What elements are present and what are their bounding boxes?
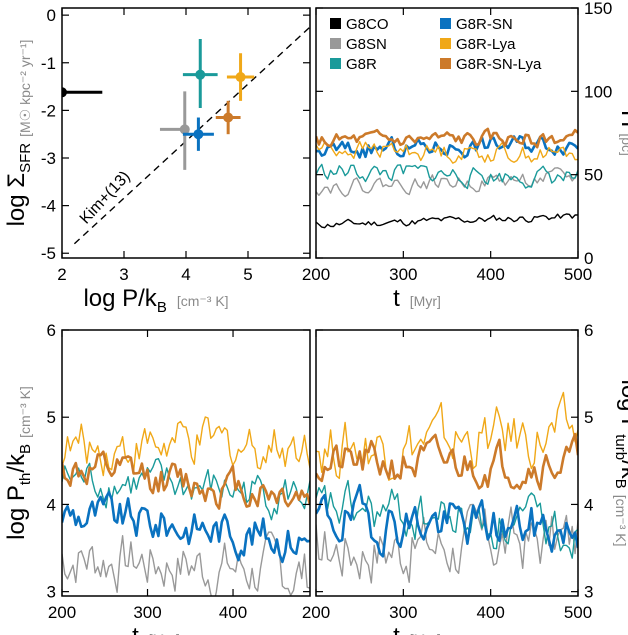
x-tick-label: 400 [476,265,504,284]
point-G8SN [159,91,190,170]
axes-frame [315,329,579,597]
x-axis-label: t[Myr] [393,285,441,312]
y-tick-label: 5 [47,408,56,427]
x-tick-label: 300 [389,603,417,622]
legend-label-G8CO: G8CO [346,16,389,33]
point-G8R-Lya [226,53,255,101]
series-line-G8R-SN-Lya [316,432,578,491]
y-tick-label: 3 [47,583,56,602]
y-tick-label: -3 [41,149,56,168]
annotation-kim13: Kim+(13) [77,168,134,227]
legend: G8CO G8SN G8R G8R-SN G8R-Lya G8R-SN-Lya [330,16,542,73]
y-tick-label: -5 [41,244,56,263]
plot-area [316,127,578,229]
series-line-G8R-SN-Lya [62,450,310,510]
series-line-G8R-Lya [316,140,578,164]
marker-G8R-SN [193,129,204,140]
point-G8R-SN [182,117,214,151]
y-tick-label: 6 [47,321,56,340]
y-tick-label: 6 [584,321,593,340]
marker-G8R [195,69,206,80]
x-axis-label: t[Myr] [132,623,180,635]
panel-bl: 200 300 400 3 4 5 6 t[Myr] log Pth/kB[cm⁻³ K] [3,321,311,635]
x-tick-label: 2 [57,265,66,284]
panel-tl: Kim+(13) 2 3 4 5 0 -1 -2 -3 -4 -5 log P/kB [cm⁻³ K] l… [3,6,311,316]
y-tick-label: 4 [47,495,56,514]
plot-area [316,391,578,584]
legend-swatch-G8R-SN [440,18,451,29]
point-G8CO [62,87,103,98]
legend-swatch-G8R-SN-Lya [440,58,451,69]
series-line-G8R-Lya [316,391,578,481]
y-tick-label: 5 [584,408,593,427]
y-tick-label: -4 [41,197,56,216]
x-tick-label: 400 [476,603,504,622]
legend-swatch-G8R [330,58,341,69]
series-line-G8R [62,458,310,521]
x-tick-label: 300 [389,265,417,284]
x-tick-label: 400 [219,603,247,622]
series-line-G8R-SN-Lya [316,127,578,149]
x-tick-label: 500 [564,265,592,284]
legend-label-G8R-SN: G8R-SN [456,16,513,33]
y-axis-label: H[pc] [616,110,628,156]
marker-G8SN [179,124,190,135]
y-tick-label: -1 [41,54,56,73]
y-tick-label: 4 [584,495,593,514]
series-line-G8R [316,163,578,190]
x-tick-label: 3 [119,265,128,284]
x-tick-label: 300 [133,603,161,622]
legend-swatch-G8R-Lya [440,38,451,49]
plot-area [62,26,310,245]
marker-G8R-Lya [235,72,246,83]
y-axis-label: log Pturb/kB[cm⁻³ K] [612,380,628,547]
axes-frame [61,329,311,597]
y-tick-label: -2 [41,101,56,120]
x-axis-label: log P/kB [cm⁻³ K] [83,285,228,316]
legend-label-G8R-SN-Lya: G8R-SN-Lya [456,56,542,73]
legend-label-G8R-Lya: G8R-Lya [456,36,516,53]
x-tick-label: 200 [48,603,76,622]
marker-G8R-SN-Lya [223,112,234,123]
y-tick-label: 3 [584,583,593,602]
legend-swatch-G8SN [330,38,341,49]
marker-G8CO [62,87,67,98]
series-line-G8SN [62,531,310,596]
y-tick-label: 50 [584,166,603,185]
x-tick-label: 5 [243,265,252,284]
series-line-G8CO [316,213,578,229]
series-line-G8R-SN [316,483,578,558]
y-tick-label: 0 [584,249,593,268]
series-line-G8SN [316,167,578,198]
x-tick-label: 200 [302,265,330,284]
series-line-G8R-Lya [62,416,310,477]
x-tick-label: 500 [564,603,592,622]
point-G8R-SN-Lya [215,100,241,135]
x-axis-label: t[Myr] [393,623,441,635]
x-tick-label: 200 [302,603,330,622]
plot-area [62,416,310,596]
legend-swatch-G8CO [330,18,341,29]
legend-label-G8SN: G8SN [346,36,387,53]
y-tick-label: 150 [584,0,612,18]
axes-frame [315,7,579,259]
y-tick-label: 0 [47,6,56,25]
point-G8R [182,38,218,108]
legend-label-G8R: G8R [346,56,377,73]
y-tick-label: 100 [584,82,612,101]
y-axis-label: log Pth/kB[cm⁻³ K] [3,386,34,540]
series-line-G8R-SN [62,491,310,564]
y-axis-label: log ΣSFR[M☉ kpc⁻² yr⁻¹] [3,40,34,227]
x-tick-label: 4 [181,265,190,284]
